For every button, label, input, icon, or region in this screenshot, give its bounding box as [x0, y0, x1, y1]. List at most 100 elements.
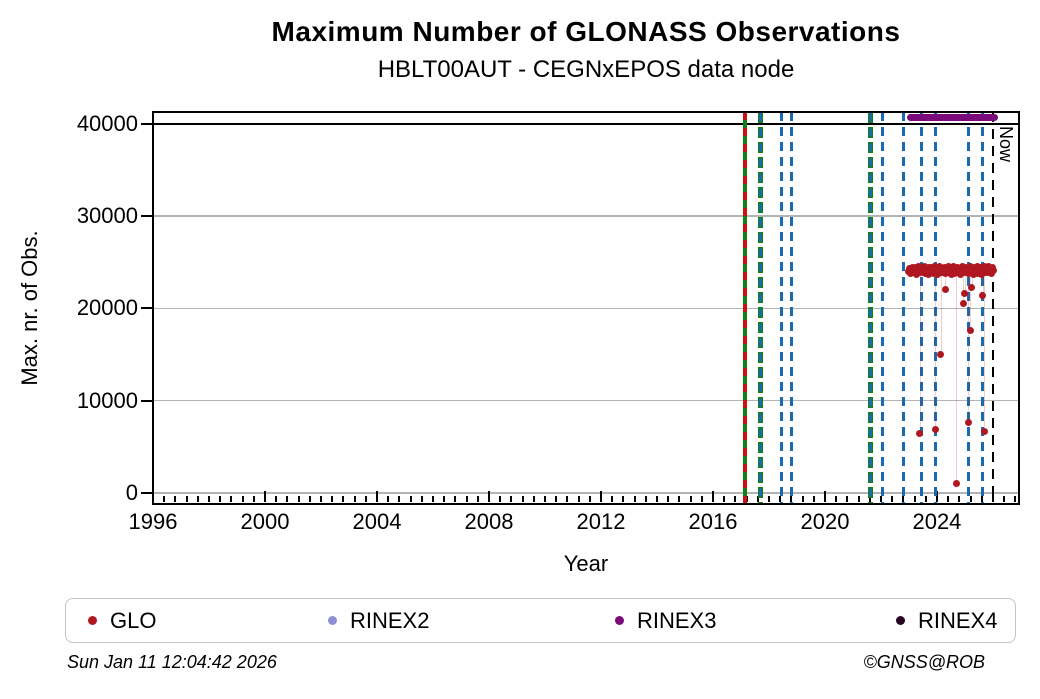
- event-line-blue: [789, 112, 793, 504]
- x-axis-tick-label: 2000: [240, 509, 290, 534]
- x-axis-tick: [644, 496, 647, 502]
- chart-subtitle: HBLT00AUT - CEGNxEPOS data node: [377, 56, 795, 83]
- y-gridline: [153, 399, 1019, 402]
- y-axis-tick-label: 10000: [76, 387, 138, 413]
- glo-dot-icon: [88, 616, 97, 625]
- x-axis-tick: [375, 491, 378, 502]
- plot-frame: [152, 111, 1020, 505]
- x-axis-tick-label: 2024: [912, 509, 962, 534]
- x-axis-tick: [779, 496, 782, 502]
- rinex2-dot-icon: [328, 616, 337, 625]
- x-axis-tick: [331, 496, 334, 502]
- x-axis-tick: [252, 496, 255, 502]
- now-line: [991, 112, 995, 504]
- x-axis-tick: [655, 496, 658, 502]
- y-axis-tick-label: 0: [125, 479, 138, 505]
- outlier-connector: [935, 275, 936, 429]
- event-line-blue-dashed: [868, 112, 872, 504]
- outlier-connector: [940, 275, 942, 355]
- x-axis-tick: [958, 496, 961, 502]
- glo-point: [931, 425, 939, 433]
- y-axis-tick: [141, 122, 153, 125]
- glo-point: [916, 430, 924, 438]
- x-axis-tick-label: 1996: [128, 509, 178, 534]
- x-axis-tick: [196, 496, 199, 502]
- copyright: ©GNSS@ROB: [863, 652, 985, 672]
- x-axis-tick-label: 2020: [800, 509, 850, 534]
- x-axis-tick: [308, 496, 311, 502]
- x-axis-tick: [431, 496, 434, 502]
- x-axis-tick: [521, 496, 524, 502]
- outlier-connector: [956, 275, 957, 484]
- x-axis-tick: [185, 496, 188, 502]
- x-axis-tick: [555, 496, 558, 502]
- outlier-connector: [982, 275, 984, 296]
- x-axis-tick: [241, 496, 244, 502]
- glo-point: [969, 271, 977, 279]
- y-axis-tick-label: 30000: [76, 203, 138, 229]
- legend-box: GLO RINEX2 RINEX3 RINEX4: [65, 598, 1016, 643]
- outlier-connector: [919, 275, 921, 434]
- x-axis-tick: [700, 496, 703, 502]
- outlier-connector: [968, 275, 970, 423]
- x-axis-tick: [577, 496, 580, 502]
- glo-point: [952, 480, 960, 488]
- x-axis-tick: [689, 496, 692, 502]
- x-axis-tick: [275, 496, 278, 502]
- rinex3-dot-icon: [615, 616, 624, 625]
- legend-item-rinex4: RINEX4: [896, 599, 997, 642]
- x-axis-tick: [387, 496, 390, 502]
- glo-point: [968, 283, 976, 291]
- x-axis-tick: [342, 496, 345, 502]
- outlier-connector: [984, 275, 985, 432]
- legend-item-rinex2: RINEX2: [328, 599, 429, 642]
- outlier-connector: [964, 275, 966, 294]
- timestamp: Sun Jan 11 12:04:42 2026: [67, 652, 277, 672]
- x-axis-label: Year: [563, 551, 609, 576]
- x-axis-tick: [622, 496, 625, 502]
- x-axis-tick: [219, 496, 222, 502]
- y-axis-tick-label: 20000: [76, 295, 138, 321]
- event-line-blue: [981, 112, 985, 504]
- x-axis-tick: [812, 496, 815, 502]
- x-axis-tick: [667, 496, 670, 502]
- x-axis-tick: [465, 496, 468, 502]
- y-axis-tick: [141, 307, 153, 310]
- x-axis-tick: [443, 496, 446, 502]
- x-axis-tick: [846, 496, 849, 502]
- x-axis-tick: [543, 496, 546, 502]
- x-axis-tick: [319, 496, 322, 502]
- outlier-connector: [945, 275, 947, 290]
- x-axis-tick: [823, 491, 826, 502]
- glo-point: [959, 299, 967, 307]
- x-axis-tick: [487, 491, 490, 502]
- x-axis-tick: [879, 496, 882, 502]
- x-axis-tick: [499, 496, 502, 502]
- chart-title: Maximum Number of GLONASS Observations: [271, 16, 901, 47]
- legend-label: GLO: [110, 607, 157, 633]
- x-axis-tick: [801, 496, 804, 502]
- rinex3-line: [907, 113, 998, 121]
- x-axis-tick: [510, 496, 513, 502]
- x-axis-tick: [935, 491, 938, 502]
- x-axis-tick: [409, 496, 412, 502]
- x-axis-tick-label: 2012: [576, 509, 626, 534]
- x-axis-tick: [163, 496, 166, 502]
- y-axis-tick: [141, 399, 153, 402]
- event-line-blue: [966, 112, 970, 504]
- outlier-connector: [970, 275, 971, 331]
- event-line-blue-dashed: [758, 112, 762, 504]
- glo-point: [978, 270, 986, 278]
- x-axis-tick: [364, 496, 367, 502]
- outlier-connector: [971, 275, 973, 288]
- event-line-blue: [933, 112, 937, 504]
- max-observations-line: [153, 122, 1019, 126]
- y-axis-tick: [141, 491, 153, 494]
- glo-point: [961, 289, 969, 297]
- legend-label: RINEX3: [637, 607, 717, 633]
- x-axis-tick: [476, 496, 479, 502]
- x-axis-tick: [207, 496, 210, 502]
- event-line-blue: [901, 112, 905, 504]
- x-axis-tick: [286, 496, 289, 502]
